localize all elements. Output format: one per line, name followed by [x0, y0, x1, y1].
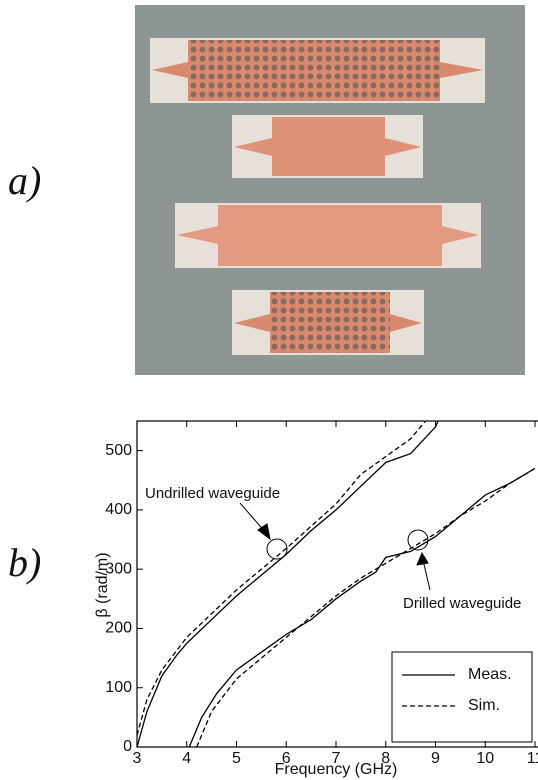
- x-tick-label: 10: [476, 750, 494, 767]
- figure: a) b) β (rad/m) Frequency (GHz) Undrille…: [0, 0, 538, 780]
- y-tick-label: 100: [105, 679, 132, 696]
- page: {"panel_labels": ["a)", "b)"], "chart_da…: [0, 0, 538, 780]
- y-tick-label: 0: [123, 738, 132, 755]
- x-tick-label: 8: [381, 750, 390, 767]
- y-tick-label: 400: [105, 501, 132, 518]
- x-tick-label: 7: [332, 750, 341, 767]
- y-tick-label: 300: [105, 560, 132, 577]
- annotation: Undrilled waveguide: [145, 485, 280, 502]
- annotation: Drilled waveguide: [403, 595, 521, 612]
- x-tick-label: 9: [431, 750, 440, 767]
- x-tick-label: 11: [527, 750, 538, 767]
- x-tick-label: 4: [182, 750, 191, 767]
- y-tick-label: 500: [105, 442, 132, 459]
- photo: [135, 5, 525, 375]
- panel-label: a): [8, 158, 41, 203]
- legend-label: Meas.: [468, 666, 512, 683]
- annotation-marks: [240, 503, 430, 590]
- y-tick-label: 200: [105, 620, 132, 637]
- x-tick-label: 5: [232, 750, 241, 767]
- x-tick-label: 3: [133, 750, 142, 767]
- panel-label: b): [8, 540, 41, 585]
- x-tick-label: 6: [282, 750, 291, 767]
- line: [137, 421, 426, 735]
- legend-label: Sim.: [468, 697, 500, 714]
